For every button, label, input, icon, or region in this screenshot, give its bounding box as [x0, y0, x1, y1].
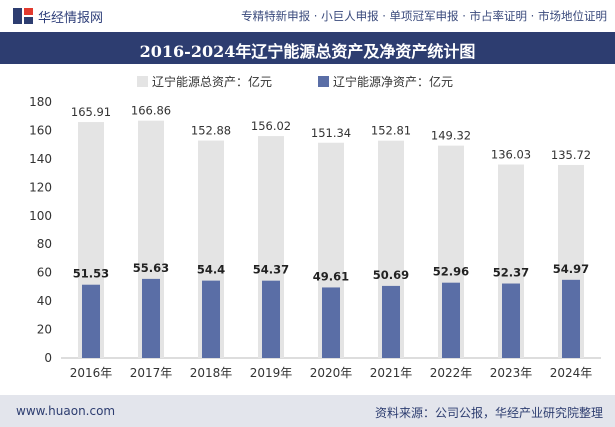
x-tick-label: 2022年: [430, 366, 473, 380]
x-tick-label: 2019年: [250, 366, 293, 380]
legend: 辽宁能源总资产：亿元 辽宁能源净资产：亿元: [137, 74, 453, 89]
data-label-total: 152.81: [371, 124, 411, 138]
data-label-total: 152.88: [191, 124, 231, 138]
x-tick-label: 2016年: [70, 366, 113, 380]
bar-net-assets: [322, 287, 340, 358]
data-label-net: 54.4: [197, 263, 225, 277]
website-link[interactable]: www.huaon.com: [16, 404, 116, 418]
data-source: 资料来源：公司公报，华经产业研究院整理: [374, 406, 603, 420]
legend-label-total: 辽宁能源总资产：亿元: [152, 74, 272, 89]
header-bar: 华经情报网 专精特新申报 · 小巨人申报 · 单项冠军申报 · 市占率证明 · …: [0, 0, 615, 32]
data-label-total: 135.72: [551, 148, 591, 162]
x-tick-label: 2018年: [190, 366, 233, 380]
bar-net-assets: [562, 279, 580, 358]
data-label-total: 149.32: [431, 129, 471, 143]
x-tick-label: 2023年: [490, 366, 533, 380]
x-tick-label: 2021年: [370, 366, 413, 380]
bar-net-assets: [142, 278, 160, 358]
footer-bar: www.huaon.com 资料来源：公司公报，华经产业研究院整理: [0, 395, 615, 427]
data-label-total: 165.91: [71, 105, 111, 119]
bar-net-assets: [442, 282, 460, 358]
chart-title: 2016-2024年辽宁能源总资产及净资产统计图: [139, 42, 476, 61]
data-label-net: 52.37: [493, 266, 529, 280]
data-label-net: 50.69: [373, 268, 409, 282]
bar-chart: 辽宁能源总资产：亿元 辽宁能源净资产：亿元 0 20 40 60 80 100 120 140…: [29, 74, 601, 380]
data-label-net: 49.61: [313, 269, 349, 283]
y-tick-label: 0: [44, 351, 52, 365]
bar-net-assets: [262, 280, 280, 358]
y-tick-label: 160: [29, 123, 52, 137]
x-axis: 2016年 2017年 2018年 2019年 2020年 2021年 2022年 2023年…: [70, 366, 593, 380]
title-bar: 2016-2024年辽宁能源总资产及净资产统计图: [0, 32, 615, 64]
x-tick-label: 2017年: [130, 366, 173, 380]
legend-swatch-total: [137, 76, 148, 87]
y-tick-label: 120: [29, 180, 52, 194]
huajing-logo-icon: [13, 8, 33, 24]
data-label-net: 55.63: [133, 261, 169, 275]
bar-net-assets: [82, 284, 100, 358]
data-label-total: 166.86: [131, 104, 171, 118]
legend-label-net: 辽宁能源净资产：亿元: [333, 74, 453, 89]
bar-net-assets: [502, 283, 520, 358]
y-tick-label: 180: [29, 95, 52, 109]
x-tick-label: 2024年: [550, 366, 593, 380]
y-tick-label: 100: [29, 209, 52, 223]
y-tick-label: 60: [37, 266, 52, 280]
y-tick-label: 80: [37, 237, 52, 251]
y-tick-label: 20: [37, 323, 52, 337]
x-tick-label: 2020年: [310, 366, 353, 380]
y-tick-label: 140: [29, 152, 52, 166]
data-label-net: 51.53: [73, 267, 109, 281]
services-links[interactable]: 专精特新申报 · 小巨人申报 · 单项冠军申报 · 市占率证明 · 市场地位证明: [241, 9, 607, 23]
bar-net-assets: [382, 285, 400, 358]
y-tick-label: 40: [37, 294, 52, 308]
brand-name: 华经情报网: [38, 11, 104, 26]
data-label-net: 54.97: [553, 262, 589, 276]
data-label-net: 54.37: [253, 263, 289, 277]
legend-swatch-net: [318, 76, 329, 87]
bar-net-assets: [202, 280, 220, 358]
data-label-total: 156.02: [251, 119, 291, 133]
y-axis: 0 20 40 60 80 100 120 140 160 180: [29, 95, 52, 365]
bars: 165.91 51.53 166.86 55.63 152.88 54.4 156.02 54…: [71, 104, 591, 358]
data-label-total: 136.03: [491, 148, 531, 162]
data-label-net: 52.96: [433, 265, 469, 279]
data-label-total: 151.34: [311, 126, 351, 140]
